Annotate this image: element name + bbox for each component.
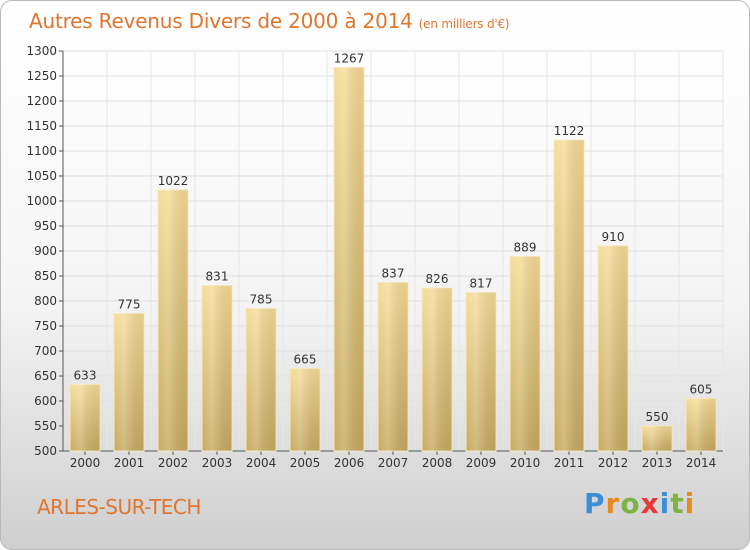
bar-value-label: 775 (118, 298, 141, 312)
bar-shine (466, 292, 496, 451)
y-tick-label: 600 (34, 394, 57, 408)
bar-shine (290, 368, 320, 451)
bar-value-label: 665 (294, 353, 317, 367)
bar-shine (378, 282, 408, 451)
bar-shine (554, 140, 584, 451)
x-tick-label: 2007 (378, 456, 409, 470)
logo-letter: i (659, 487, 671, 520)
y-tick-label: 1050 (26, 169, 57, 183)
bar-value-label: 837 (382, 267, 405, 281)
value-labels: 633 775 1022 831 785 665 1267 837 826 817 889 1122 9… (74, 52, 713, 425)
bar-value-label: 889 (514, 241, 537, 255)
bar-value-label: 633 (74, 369, 97, 383)
x-tick-label: 2000 (70, 456, 101, 470)
bar-value-label: 550 (646, 410, 669, 424)
y-tick-label: 950 (34, 219, 57, 233)
y-tick-label: 550 (34, 419, 57, 433)
bar-value-label: 831 (206, 270, 229, 284)
y-tick-label: 1100 (26, 144, 57, 158)
y-tick-label: 1150 (26, 119, 57, 133)
x-tick-label: 2001 (114, 456, 145, 470)
town-name: ARLES-SUR-TECH (37, 495, 201, 519)
bar-shine (510, 256, 540, 451)
bar-value-label: 1267 (334, 52, 365, 66)
bar-value-label: 817 (470, 277, 493, 291)
x-tick-label: 2008 (422, 456, 453, 470)
bar-shine (334, 67, 364, 451)
x-tick-label: 2004 (246, 456, 277, 470)
x-tick-label: 2014 (686, 456, 717, 470)
bar-value-label: 1022 (158, 174, 189, 188)
logo-letter: r (605, 487, 621, 520)
chart-title: Autres Revenus Divers de 2000 à 2014 (en … (29, 9, 510, 33)
y-tick-label: 1000 (26, 194, 57, 208)
y-tick-label: 650 (34, 369, 57, 383)
y-tick-label: 900 (34, 244, 57, 258)
y-tick-label: 750 (34, 319, 57, 333)
y-tick-label: 700 (34, 344, 57, 358)
bar-value-label: 785 (250, 293, 273, 307)
bar-value-label: 826 (426, 272, 449, 286)
bar-shine (114, 313, 144, 451)
y-tick-label: 850 (34, 269, 57, 283)
x-tick-label: 2010 (510, 456, 541, 470)
bar-shine (686, 398, 716, 451)
x-tick-label: 2002 (158, 456, 189, 470)
bar-value-label: 910 (602, 230, 625, 244)
x-tick-label: 2009 (466, 456, 497, 470)
y-tick-label: 1250 (26, 69, 57, 83)
proxiti-logo[interactable]: Proxiti (584, 487, 695, 520)
logo-letter: i (684, 487, 696, 520)
bar-shine (642, 426, 672, 451)
bar-shine (422, 288, 452, 451)
bar-value-label: 1122 (554, 124, 585, 138)
logo-letter: t (670, 487, 685, 520)
y-tick-label: 800 (34, 294, 57, 308)
bar-shine (202, 285, 232, 451)
x-tick-label: 2005 (290, 456, 321, 470)
bars (69, 67, 717, 452)
x-tick-label: 2003 (202, 456, 233, 470)
x-tick-label: 2006 (334, 456, 365, 470)
bar-shine (70, 384, 100, 451)
bar-shine (246, 308, 276, 451)
chart-title-text: Autres Revenus Divers de 2000 à 2014 (29, 9, 413, 33)
logo-letter: o (620, 487, 641, 520)
chart-subtitle: (en milliers d'€) (418, 17, 510, 31)
x-tick-label: 2012 (598, 456, 629, 470)
y-tick-label: 1200 (26, 94, 57, 108)
logo-letter: x (640, 487, 660, 520)
y-tick-label: 500 (34, 444, 57, 458)
y-tick-label: 1300 (26, 44, 57, 58)
bar-shine (598, 246, 628, 451)
bar-shine (158, 190, 188, 451)
logo-letter: P (584, 487, 606, 520)
x-tick-label: 2013 (642, 456, 673, 470)
bar-value-label: 605 (690, 383, 713, 397)
x-tick-label: 2011 (554, 456, 585, 470)
